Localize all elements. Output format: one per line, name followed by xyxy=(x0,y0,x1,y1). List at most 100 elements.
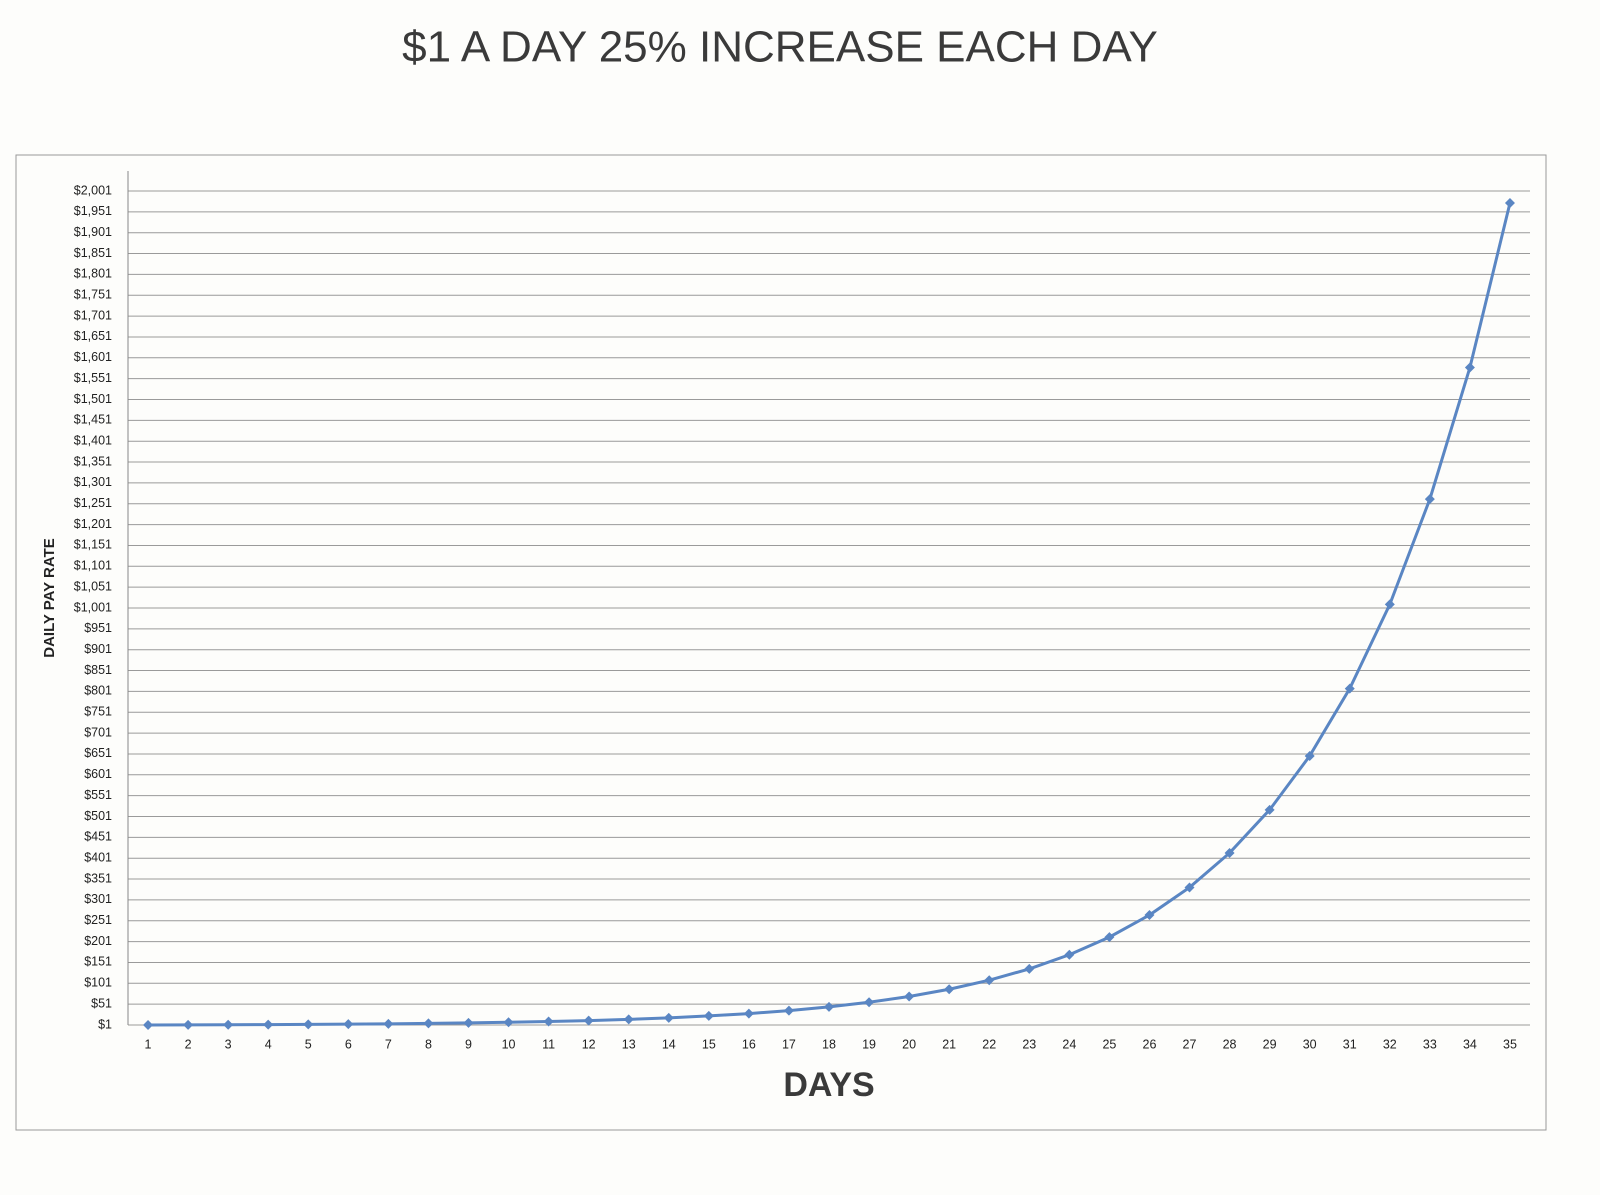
y-tick-label: $501 xyxy=(84,809,112,823)
y-tick-label: $751 xyxy=(84,705,112,719)
y-axis-title: DAILY PAY RATE xyxy=(41,538,58,658)
y-tick-label: $1,151 xyxy=(74,538,112,552)
x-tick-label: 19 xyxy=(862,1037,876,1051)
x-axis-title: DAYS xyxy=(783,1066,874,1104)
y-tick-label: $1,851 xyxy=(74,246,112,260)
y-tick-label: $1 xyxy=(98,1017,112,1031)
data-point xyxy=(1104,932,1115,943)
y-tick-label: $1,401 xyxy=(74,433,112,447)
x-tick-label: 15 xyxy=(702,1037,716,1051)
y-tick-label: $1,551 xyxy=(74,371,112,385)
data-point xyxy=(1264,804,1275,815)
data-point xyxy=(423,1018,434,1029)
data-point xyxy=(743,1008,754,1019)
data-point xyxy=(864,997,875,1008)
x-tick-label: 23 xyxy=(1022,1037,1036,1051)
data-point xyxy=(183,1019,194,1030)
data-point xyxy=(1024,963,1035,974)
y-tick-label: $1,351 xyxy=(74,454,112,468)
data-point xyxy=(984,975,995,986)
data-point xyxy=(303,1019,314,1030)
y-tick-label: $701 xyxy=(84,725,112,739)
y-tick-label: $1,801 xyxy=(74,267,112,281)
data-point xyxy=(1224,847,1235,858)
x-tick-label: 22 xyxy=(982,1037,996,1051)
chart-title: $1 A DAY 25% INCREASE EACH DAY xyxy=(402,23,1158,72)
data-point xyxy=(1304,750,1315,761)
y-tick-label: $201 xyxy=(84,934,112,948)
data-point xyxy=(343,1019,354,1030)
y-tick-label: $851 xyxy=(84,663,112,677)
data-point xyxy=(583,1015,594,1026)
y-tick-label: $651 xyxy=(84,746,112,760)
data-point xyxy=(1384,599,1395,610)
x-tick-label: 7 xyxy=(385,1037,392,1051)
x-tick-label: 30 xyxy=(1303,1037,1317,1051)
y-tick-label: $1,001 xyxy=(74,600,112,614)
y-tick-label: $1,751 xyxy=(74,288,112,302)
x-tick-label: 34 xyxy=(1463,1037,1477,1051)
x-tick-label: 28 xyxy=(1223,1037,1237,1051)
x-tick-label: 25 xyxy=(1102,1037,1116,1051)
x-tick-label: 27 xyxy=(1183,1037,1197,1051)
x-tick-label: 12 xyxy=(582,1037,596,1051)
data-point xyxy=(1504,198,1515,209)
y-tick-label: $301 xyxy=(84,892,112,906)
y-tick-label: $1,701 xyxy=(74,308,112,322)
data-point xyxy=(663,1012,674,1023)
series-line xyxy=(148,202,1512,1027)
data-point xyxy=(223,1019,234,1030)
data-point xyxy=(1144,910,1155,921)
data-point xyxy=(944,984,955,995)
data-point xyxy=(1464,362,1475,373)
y-tick-label: $1,901 xyxy=(74,225,112,239)
x-tick-label: 32 xyxy=(1383,1037,1397,1051)
x-tick-label: 21 xyxy=(942,1037,956,1051)
x-tick-label: 35 xyxy=(1503,1037,1517,1051)
data-point xyxy=(783,1005,794,1016)
x-tick-label: 20 xyxy=(902,1037,916,1051)
data-point xyxy=(503,1017,514,1028)
data-point xyxy=(1424,494,1435,505)
y-tick-label: $1,501 xyxy=(74,392,112,406)
x-tick-label: 17 xyxy=(782,1037,796,1051)
y-tick-label: $1,301 xyxy=(74,475,112,489)
x-tick-label: 5 xyxy=(305,1037,312,1051)
y-tick-label: $951 xyxy=(84,621,112,635)
y-tick-label: $151 xyxy=(84,955,112,969)
x-tick-label: 18 xyxy=(822,1037,836,1051)
y-tick-label: $251 xyxy=(84,913,112,927)
y-tick-label: $351 xyxy=(84,871,112,885)
x-tick-label: 24 xyxy=(1062,1037,1076,1051)
x-tick-label: 29 xyxy=(1263,1037,1277,1051)
x-tick-label: 26 xyxy=(1143,1037,1157,1051)
data-point xyxy=(143,1020,154,1030)
x-tick-label: 11 xyxy=(542,1037,555,1051)
chart-frame xyxy=(15,154,1547,1131)
data-point xyxy=(1184,882,1195,893)
data-point xyxy=(824,1001,834,1012)
data-point xyxy=(703,1010,714,1021)
x-tick-label: 16 xyxy=(742,1037,756,1051)
data-point xyxy=(263,1019,274,1030)
y-tick-label: $1,101 xyxy=(74,559,112,573)
x-tick-label: 3 xyxy=(225,1037,232,1051)
y-tick-label: $1,601 xyxy=(74,350,112,364)
y-tick-label: $1,951 xyxy=(74,204,112,218)
y-tick-label: $2,001 xyxy=(74,183,112,197)
y-tick-label: $101 xyxy=(84,976,112,990)
x-tick-label: 6 xyxy=(345,1037,352,1051)
y-tick-label: $1,651 xyxy=(74,329,112,343)
data-point xyxy=(383,1018,394,1029)
y-tick-label: $601 xyxy=(84,767,112,781)
data-point xyxy=(1344,683,1355,694)
y-tick-label: $1,251 xyxy=(74,496,112,510)
x-tick-label: 13 xyxy=(622,1037,636,1051)
x-tick-label: 4 xyxy=(265,1037,272,1051)
y-tick-label: $551 xyxy=(84,788,112,802)
data-point xyxy=(463,1017,474,1028)
x-tick-label: 8 xyxy=(425,1037,432,1051)
data-point xyxy=(543,1016,554,1027)
data-point xyxy=(1064,949,1075,960)
